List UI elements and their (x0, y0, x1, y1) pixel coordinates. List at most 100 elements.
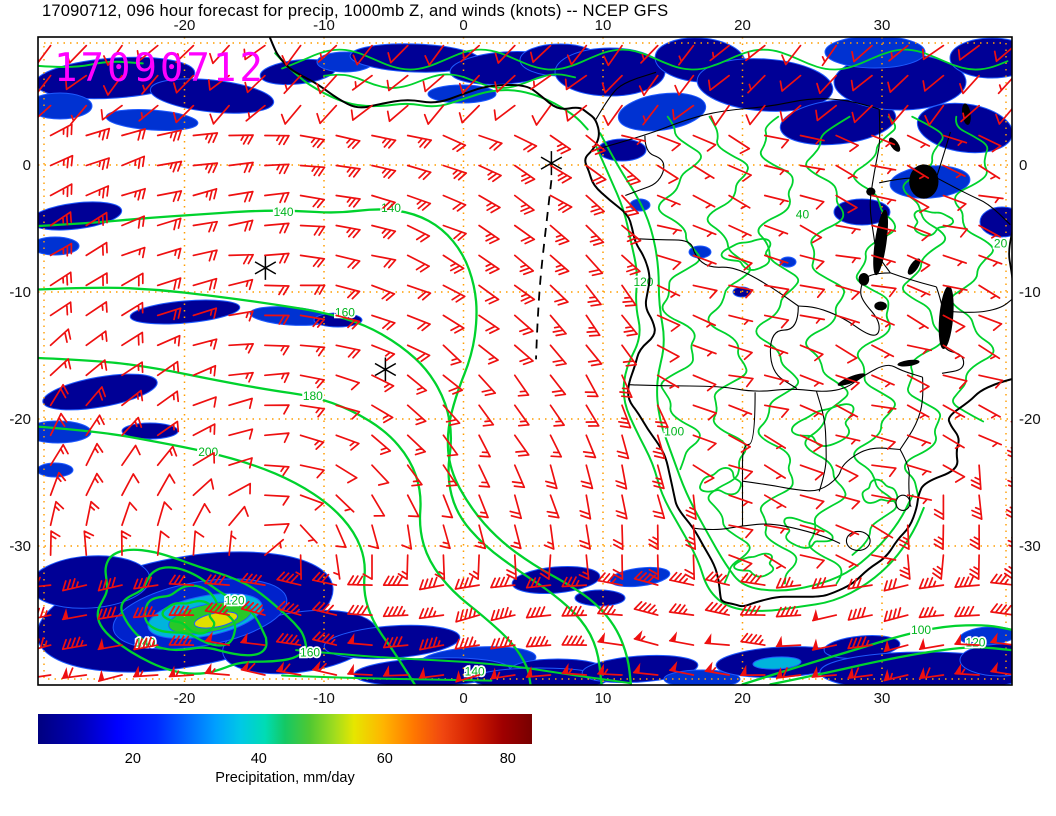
axis-tick-label: 20 (734, 17, 751, 34)
colorbar-tick-label: 40 (250, 751, 267, 767)
wind-pennant (275, 661, 285, 673)
grid-border-dotted (43, 42, 1007, 680)
lake (858, 272, 870, 286)
wind-pennant (97, 638, 105, 650)
wind-pennant (811, 666, 819, 678)
height-contour (595, 144, 925, 612)
wind-pennant (490, 667, 497, 680)
axis-tick-label: 10 (595, 17, 612, 34)
axis-tick-label: 30 (874, 17, 891, 34)
country-border (936, 177, 1011, 226)
height-contour (96, 548, 308, 675)
colorbar-gradient (38, 714, 532, 744)
country-border (895, 494, 911, 511)
height-contour (281, 48, 1009, 71)
colorbar-caption: Precipitation, mm/day (215, 770, 355, 786)
wind-pennant (418, 666, 426, 679)
east-coastline (1008, 229, 1012, 283)
center-marker-asterisk (374, 357, 397, 382)
wind-pennant (168, 665, 176, 678)
axis-tick-label: -10 (1019, 284, 1041, 301)
axis-tick-label: 0 (459, 690, 467, 707)
wind-pennant (61, 608, 69, 621)
country-border (769, 305, 799, 389)
country-border (594, 98, 880, 151)
country-border (625, 135, 665, 197)
precip-blob (38, 236, 80, 256)
wind-pennant (347, 663, 354, 675)
axis-tick-label: 0 (1019, 157, 1027, 174)
contour-label: 120 (225, 594, 245, 608)
contour-label: 20 (994, 237, 1008, 251)
axis-tick-label: -20 (9, 411, 31, 428)
precip-blob (979, 206, 1012, 238)
country-border (845, 530, 871, 551)
wind-pennant (347, 633, 355, 644)
wind-pennant (525, 666, 533, 678)
colorbar-tick-label: 60 (376, 751, 393, 767)
wind-pennant (847, 667, 854, 679)
height-contour (950, 115, 995, 423)
height-contour (741, 624, 1012, 685)
height-contour (599, 132, 914, 592)
wind-pennant (240, 660, 250, 672)
precip-blob (574, 589, 626, 607)
wind-pennant (382, 665, 390, 677)
precip-blob (38, 462, 74, 478)
precip-blob (833, 198, 891, 226)
wind-pennant (704, 661, 713, 673)
height-contour (38, 60, 144, 68)
wind-pennant (990, 632, 998, 644)
height-contour (657, 115, 702, 471)
height-contour (161, 599, 216, 635)
lake (873, 209, 889, 276)
height-contour (851, 115, 898, 556)
country-border (944, 298, 1012, 313)
axis-tick-label: -10 (313, 17, 335, 34)
trough-axis-dashed (535, 180, 553, 360)
precip-blob (752, 656, 802, 670)
height-contour (38, 208, 633, 685)
wind-pennant (597, 632, 606, 643)
precip-blob (38, 92, 93, 120)
wind-pennant (632, 662, 641, 674)
colorbar-tick-label: 80 (499, 751, 516, 767)
wind-barbs (38, 44, 1012, 683)
height-contour (699, 467, 742, 496)
lake (866, 187, 876, 196)
wind-pennant (704, 633, 712, 645)
annotation-layer (254, 151, 563, 382)
precip-blob (38, 420, 92, 444)
axis-tick-label: 0 (459, 17, 467, 34)
grid-layer (38, 37, 1012, 685)
height-contour (902, 115, 947, 499)
axis-tick-label: -20 (1019, 411, 1041, 428)
height-contour (143, 584, 237, 647)
axis-tick-label: -10 (9, 284, 31, 301)
precip-blob (38, 201, 123, 231)
contour-label: 140 (274, 205, 294, 219)
wind-barb-layer (38, 44, 1012, 683)
wind-pennant (812, 609, 819, 622)
wind-pennant (311, 660, 321, 672)
wind-pennant (204, 631, 213, 643)
lake (897, 359, 920, 367)
height-contour (861, 478, 899, 504)
center-marker-asterisk (540, 151, 563, 176)
axis-tick-label: -10 (313, 690, 335, 707)
contour-label: 100 (911, 623, 931, 637)
wind-pennant (633, 630, 643, 641)
precip-blob (824, 37, 926, 69)
axis-tick-label: 30 (874, 690, 891, 707)
axis-tick-label: -20 (174, 17, 196, 34)
wind-pennant (597, 663, 604, 675)
contour-label: 120 (965, 636, 985, 650)
height-contour (769, 646, 1012, 685)
height-contour (733, 552, 775, 578)
height-contour (323, 73, 576, 89)
map-plot-area: 140 1401601802001601401201401201001001204… (9, 17, 1041, 707)
height-contour (281, 674, 493, 682)
wind-pennant (775, 666, 783, 679)
lake (874, 301, 887, 311)
height-contour (274, 52, 589, 131)
